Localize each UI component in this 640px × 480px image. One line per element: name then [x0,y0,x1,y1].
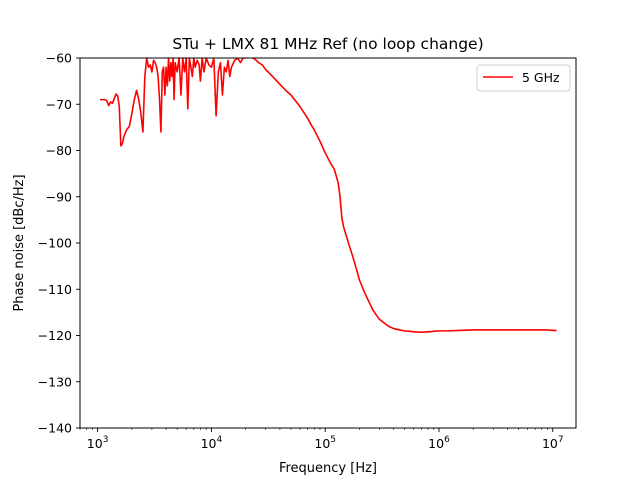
y-tick-label: −120 [38,328,72,343]
x-tick-label: 103 [87,435,109,451]
x-axis-label: Frequency [Hz] [279,461,377,476]
x-tick-label: 104 [201,435,223,451]
y-tick-label: −60 [46,51,72,66]
x-tick-label: 107 [542,435,564,451]
y-axis-label: Phase noise [dBc/Hz] [12,174,27,311]
y-tick-label: −100 [38,236,72,251]
x-tick-label: 106 [428,435,450,451]
y-axis: −60 −70 −80 −90 −100 −110 −120 −130 −140 [38,51,80,436]
series-layer [100,58,557,334]
y-tick-label: −130 [38,374,72,389]
x-tick-label: 105 [314,435,336,451]
x-axis: 103 104 105 106 107 [79,428,564,451]
y-tick-label: −70 [46,97,72,112]
y-tick-label: −90 [46,189,72,204]
y-tick-label: −110 [38,282,72,297]
y-tick-label: −140 [38,421,72,436]
legend-box [476,64,571,92]
y-tick-label: −80 [46,143,72,158]
legend-label-5ghz: 5 GHz [522,70,560,85]
series-line-0 [100,58,557,334]
chart-title: STu + LMX 81 MHz Ref (no loop change) [172,35,483,53]
legend: 5 GHz [476,64,571,92]
